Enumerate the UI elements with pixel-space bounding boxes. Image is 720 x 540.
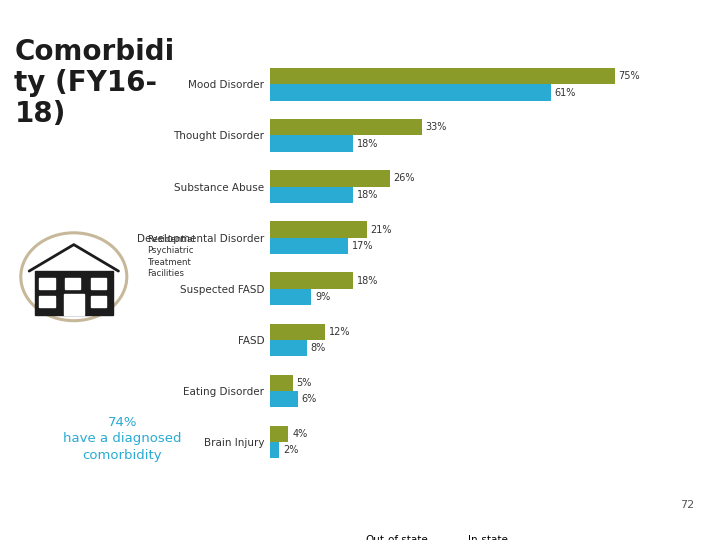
- Bar: [270, 84, 551, 101]
- Text: 6%: 6%: [301, 394, 317, 404]
- Text: 8%: 8%: [310, 343, 325, 353]
- Bar: [270, 221, 366, 238]
- Text: 75%: 75%: [618, 71, 640, 81]
- Bar: [270, 170, 390, 187]
- Bar: [64, 294, 84, 314]
- Text: 61%: 61%: [554, 87, 576, 98]
- Bar: [270, 238, 348, 254]
- Bar: [270, 136, 353, 152]
- Text: 74%
have a diagnosed
comorbidity: 74% have a diagnosed comorbidity: [63, 416, 181, 462]
- Text: 9%: 9%: [315, 292, 330, 302]
- Text: 5%: 5%: [297, 378, 312, 388]
- Text: Data: Data: [45, 521, 77, 534]
- Text: Comorbidi
ty (FY16-
18): Comorbidi ty (FY16- 18): [14, 38, 175, 129]
- Bar: [270, 340, 307, 356]
- Bar: [270, 391, 297, 407]
- Text: 4%: 4%: [292, 429, 307, 439]
- Bar: [270, 375, 293, 391]
- Text: 2%: 2%: [283, 446, 298, 455]
- Text: 26%: 26%: [393, 173, 415, 184]
- Legend: Out-of-state
n=702, In-state
n=784: Out-of-state n=702, In-state n=784: [347, 535, 508, 540]
- Text: 18%: 18%: [356, 190, 378, 200]
- Text: Qualis: Qualis: [10, 521, 51, 534]
- Bar: [270, 323, 325, 340]
- Bar: [39, 296, 55, 307]
- Bar: [270, 68, 615, 84]
- Text: Residential
Psychiatric
Treatment
Facilities: Residential Psychiatric Treatment Facili…: [148, 235, 195, 278]
- Text: 17%: 17%: [352, 241, 374, 251]
- Text: 72: 72: [680, 500, 695, 510]
- Text: 12%: 12%: [329, 327, 351, 337]
- Text: 21%: 21%: [370, 225, 392, 234]
- Bar: [35, 271, 113, 314]
- Text: 18%: 18%: [356, 139, 378, 148]
- Bar: [270, 273, 353, 289]
- Bar: [91, 296, 106, 307]
- Bar: [39, 278, 55, 289]
- Bar: [270, 426, 289, 442]
- Text: 18%: 18%: [356, 275, 378, 286]
- Bar: [270, 187, 353, 203]
- Text: 33%: 33%: [426, 122, 447, 132]
- Bar: [270, 442, 279, 458]
- Bar: [91, 278, 106, 289]
- Bar: [65, 278, 81, 289]
- Bar: [270, 289, 311, 305]
- Bar: [270, 119, 422, 136]
